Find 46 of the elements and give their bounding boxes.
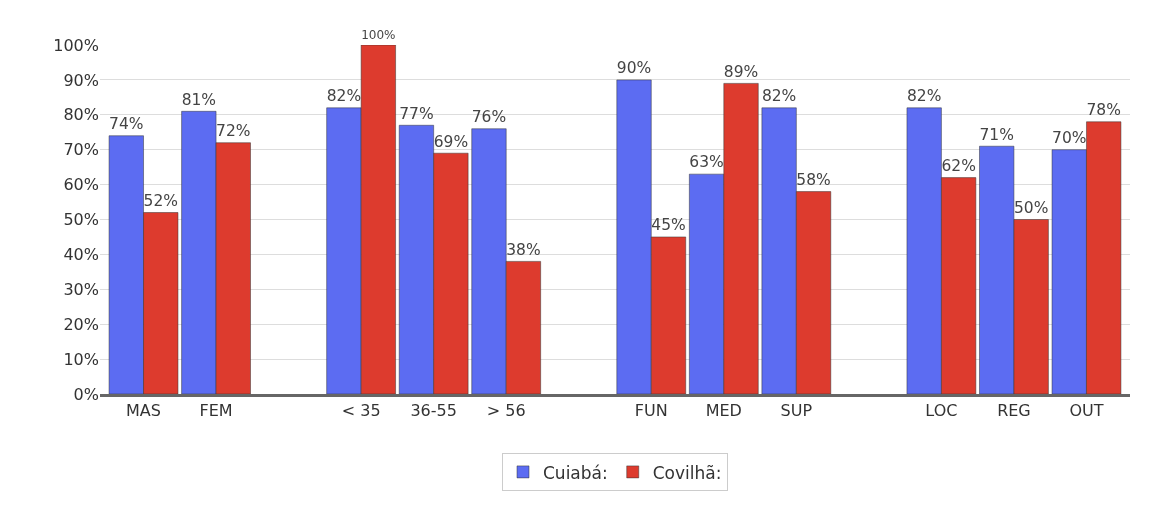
data-label: 71%: [979, 125, 1014, 144]
data-label: 78%: [1086, 101, 1121, 120]
x-tick-label: FUN: [634, 401, 668, 421]
data-label: 52%: [143, 191, 178, 210]
x-tick-label: LOC: [925, 401, 958, 421]
y-tick-label: 20%: [63, 314, 99, 334]
y-tick-label: 30%: [63, 279, 99, 299]
data-label: 76%: [471, 108, 507, 127]
data-label: 50%: [1013, 198, 1049, 217]
x-tick-label: 36-55: [410, 401, 457, 421]
data-label: 63%: [689, 153, 724, 172]
x-tick-label: MAS: [126, 401, 161, 421]
data-label: 89%: [723, 62, 759, 81]
x-tick-label: MED: [705, 401, 742, 421]
x-tick-label: REG: [997, 401, 1031, 421]
y-tick-label: 100%: [53, 35, 99, 55]
y-tick-label: 10%: [63, 349, 99, 369]
data-label: 82%: [761, 87, 797, 106]
y-tick-label: 0%: [73, 384, 99, 404]
data-label: 69%: [433, 132, 469, 151]
data-label: 81%: [181, 90, 217, 109]
data-label: 82%: [326, 87, 362, 106]
y-tick-label: 50%: [63, 210, 99, 230]
x-tick-label: FEM: [199, 401, 233, 421]
data-label: 62%: [941, 156, 976, 175]
data-label: 70%: [1052, 129, 1087, 148]
data-label: 38%: [506, 240, 541, 259]
data-label: 100%: [361, 28, 396, 43]
data-label: 72%: [216, 122, 251, 141]
y-tick-label: 60%: [63, 175, 99, 195]
legend-label: Cuiabá:: [543, 462, 608, 483]
data-label: 58%: [796, 170, 831, 189]
data-label: 45%: [651, 216, 686, 235]
data-label: 90%: [616, 59, 652, 78]
legend-label: Covilhã:: [652, 462, 722, 483]
x-tick-label: OUT: [1069, 401, 1104, 421]
y-tick-label: 70%: [63, 140, 99, 160]
x-tick-label: > 56: [486, 401, 526, 421]
data-label: 77%: [399, 104, 434, 123]
y-tick-label: 90%: [63, 70, 99, 90]
data-label: 82%: [906, 87, 942, 106]
x-tick-label: SUP: [780, 401, 813, 421]
y-tick-label: 80%: [63, 105, 99, 125]
x-tick-label: < 35: [341, 401, 381, 421]
y-tick-label: 40%: [63, 245, 99, 264]
data-label: 74%: [109, 115, 144, 134]
